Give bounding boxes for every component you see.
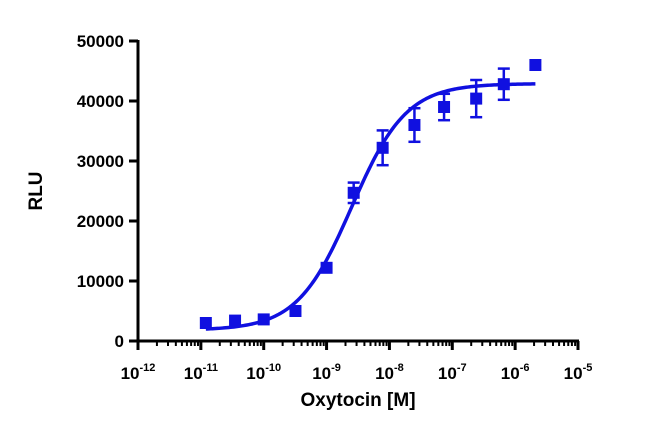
data-point <box>320 261 333 274</box>
x-tick-label: 10-11 <box>184 362 218 383</box>
y-tick-label: 20000 <box>77 212 124 231</box>
y-tick-label: 0 <box>115 332 124 351</box>
data-point <box>199 317 212 329</box>
x-tick-label: 10-6 <box>501 362 530 383</box>
data-point <box>438 101 451 113</box>
x-tick-label: 10-5 <box>564 362 593 383</box>
x-tick-label: 10-12 <box>121 362 156 383</box>
x-axis-ticks: 10-12 10-11 10-10 10-9 10-8 10-7 10-6 10-5 <box>121 341 593 383</box>
x-tick-label: 10-10 <box>246 362 281 383</box>
data-point <box>347 186 360 199</box>
x-tick-label: 10-7 <box>438 362 467 383</box>
x-tick-label: 10-8 <box>375 362 404 383</box>
data-point <box>289 305 302 317</box>
data-point <box>529 59 542 71</box>
fit-curve-group <box>205 82 536 331</box>
data-point <box>408 119 421 131</box>
data-point <box>497 78 510 91</box>
y-axis-title: RLU <box>26 171 47 210</box>
data-points <box>199 59 542 329</box>
y-tick-label: 10000 <box>77 272 124 291</box>
x-axis-title: Oxytocin [M] <box>300 390 415 411</box>
fit-curve <box>205 82 536 331</box>
y-tick-label: 50000 <box>77 32 124 51</box>
x-tick-label: 10-9 <box>312 362 341 383</box>
y-tick-label: 40000 <box>77 92 124 111</box>
y-tick-label: 30000 <box>77 152 124 171</box>
data-point <box>229 314 242 327</box>
data-point <box>376 141 389 154</box>
data-point <box>257 313 270 326</box>
error-bars <box>347 67 510 205</box>
data-point <box>470 92 483 105</box>
y-axis-ticks: 0 10000 20000 30000 40000 50000 <box>77 32 138 351</box>
